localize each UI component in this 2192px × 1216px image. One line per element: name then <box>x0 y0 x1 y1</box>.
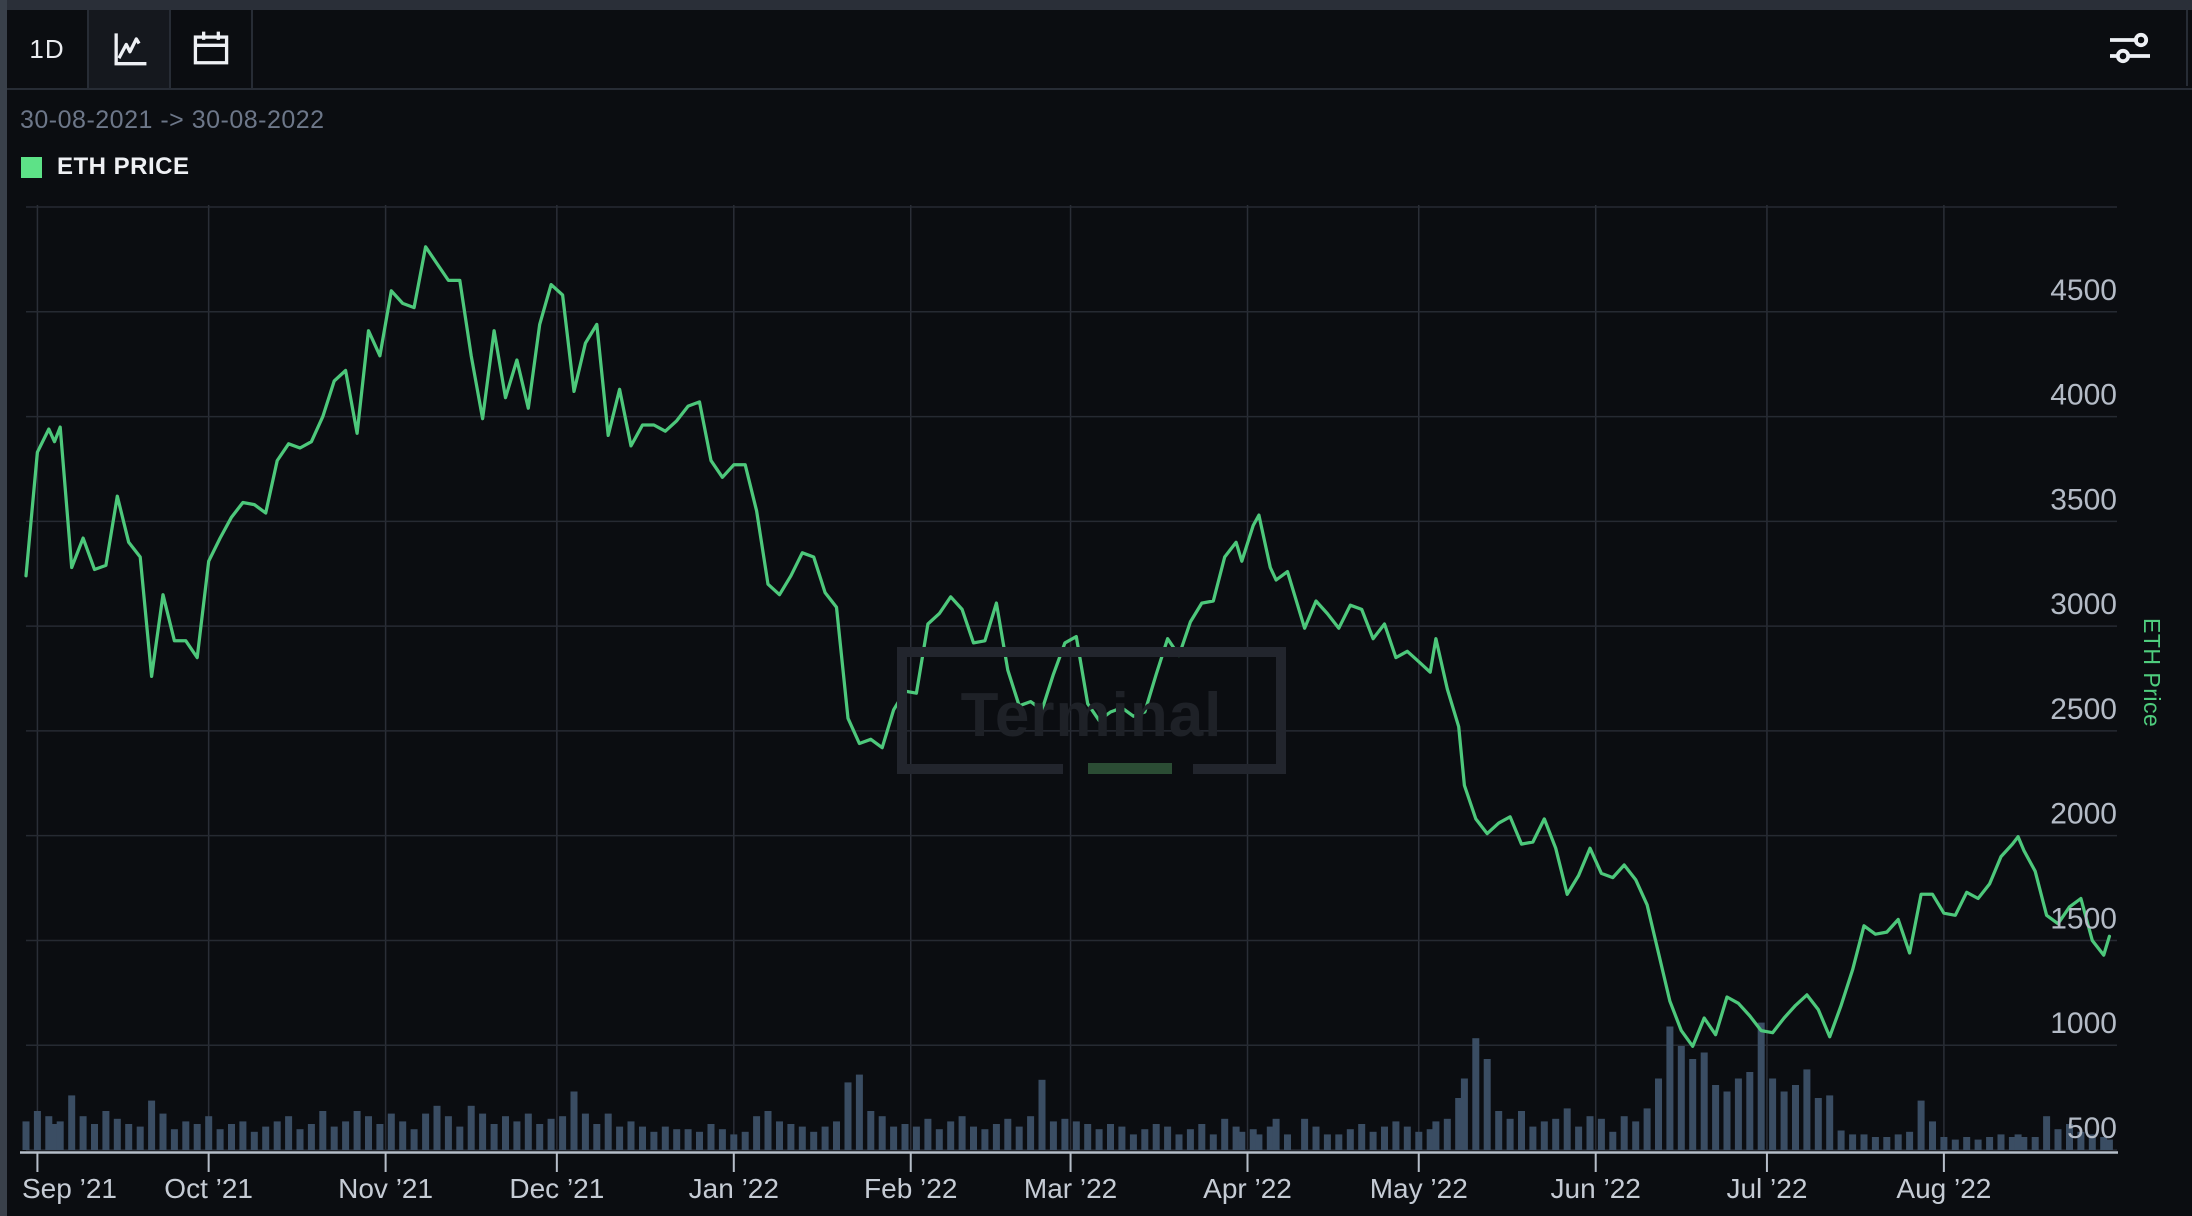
svg-text:Dec ’21: Dec ’21 <box>509 1173 604 1204</box>
legend-swatch <box>21 156 42 178</box>
svg-text:May ’22: May ’22 <box>1370 1173 1468 1204</box>
y-axis-labels: 500 1000 1500 2000 2500 3000 3500 4000 4500 <box>2050 274 2117 1145</box>
watermark-border-segment <box>1193 764 1286 774</box>
legend-label: ETH PRICE <box>57 153 190 180</box>
watermark-border-segment <box>897 764 1063 774</box>
terminal-watermark: Terminal <box>897 647 1286 774</box>
y-axis-title: ETH Price <box>2139 618 2165 728</box>
sliders-icon <box>2106 26 2154 70</box>
svg-text:Apr ’22: Apr ’22 <box>1203 1173 1292 1204</box>
volume-bars <box>22 1022 2113 1150</box>
watermark-green-dash <box>1088 763 1172 774</box>
date-range-label: 30-08-2021 -> 30-08-2022 <box>20 106 325 134</box>
line-chart-icon <box>107 27 151 71</box>
svg-text:4000: 4000 <box>2050 379 2117 412</box>
svg-text:Oct ’21: Oct ’21 <box>164 1173 253 1204</box>
svg-text:Jan ’22: Jan ’22 <box>689 1173 779 1204</box>
calendar-button[interactable] <box>171 10 253 88</box>
watermark-text: Terminal <box>960 681 1223 750</box>
svg-text:Jul ’22: Jul ’22 <box>1726 1173 1807 1204</box>
svg-text:Sep ’21: Sep ’21 <box>22 1173 117 1204</box>
svg-text:500: 500 <box>2067 1112 2117 1145</box>
svg-text:4500: 4500 <box>2050 274 2117 307</box>
x-axis: Sep ’21 Oct ’21 Nov ’21 Dec ’21 Jan ’22 Feb ’… <box>20 1151 2118 1204</box>
window-top-border <box>0 0 2192 10</box>
chart-settings-button[interactable] <box>2106 10 2154 86</box>
toolbar-right-divider <box>2186 10 2188 86</box>
calendar-icon <box>189 27 233 71</box>
gridlines <box>26 205 2117 1151</box>
svg-text:2500: 2500 <box>2050 693 2117 726</box>
svg-text:Feb ’22: Feb ’22 <box>864 1173 957 1204</box>
svg-text:Mar ’22: Mar ’22 <box>1024 1173 1117 1204</box>
window-left-edge <box>0 0 7 1216</box>
chart-toolbar: 1D <box>7 10 2192 90</box>
legend-item-eth-price[interactable]: ETH PRICE <box>21 153 190 181</box>
svg-text:1000: 1000 <box>2050 1007 2117 1040</box>
svg-text:1500: 1500 <box>2050 903 2117 936</box>
svg-text:3500: 3500 <box>2050 483 2117 516</box>
price-line <box>24 245 2112 1048</box>
timeframe-button[interactable]: 1D <box>7 10 89 88</box>
svg-text:Jun ’22: Jun ’22 <box>1551 1173 1641 1204</box>
svg-text:3000: 3000 <box>2050 588 2117 621</box>
svg-text:2000: 2000 <box>2050 798 2117 831</box>
timeframe-label: 1D <box>29 33 65 64</box>
chart-type-button[interactable] <box>89 10 171 88</box>
svg-text:Aug ’22: Aug ’22 <box>1896 1173 1991 1204</box>
svg-text:Nov ’21: Nov ’21 <box>338 1173 433 1204</box>
